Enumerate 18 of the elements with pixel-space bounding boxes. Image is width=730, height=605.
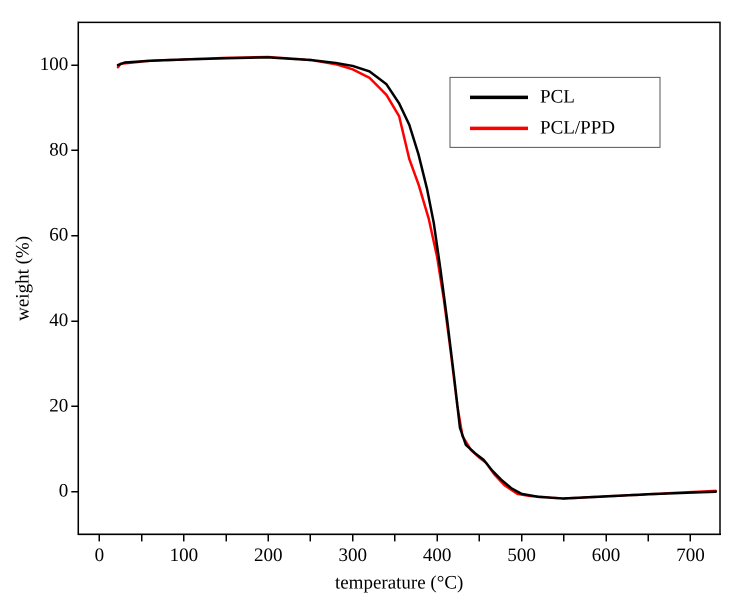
y-tick-label: 0 <box>58 480 68 502</box>
legend-label: PCL/PPD <box>540 117 615 138</box>
x-tick-label: 700 <box>676 544 705 566</box>
y-tick-label: 100 <box>40 54 68 76</box>
x-tick-label: 200 <box>254 544 283 566</box>
x-axis-title: temperature (°C) <box>334 572 464 594</box>
legend-label: PCL <box>540 86 575 108</box>
x-tick-label: 100 <box>170 544 198 566</box>
y-tick-label: 60 <box>49 224 68 246</box>
x-tick-label: 300 <box>338 544 367 566</box>
x-tick-label: 400 <box>422 544 452 566</box>
y-axis-title: weight (%) <box>12 236 34 321</box>
y-tick-label: 40 <box>49 310 68 332</box>
y-tick-label: 80 <box>49 139 68 160</box>
x-tick-label: 500 <box>507 544 536 566</box>
x-tick-label: 600 <box>592 544 620 566</box>
x-tick-label: 0 <box>94 544 104 566</box>
y-tick-label: 20 <box>49 395 68 416</box>
